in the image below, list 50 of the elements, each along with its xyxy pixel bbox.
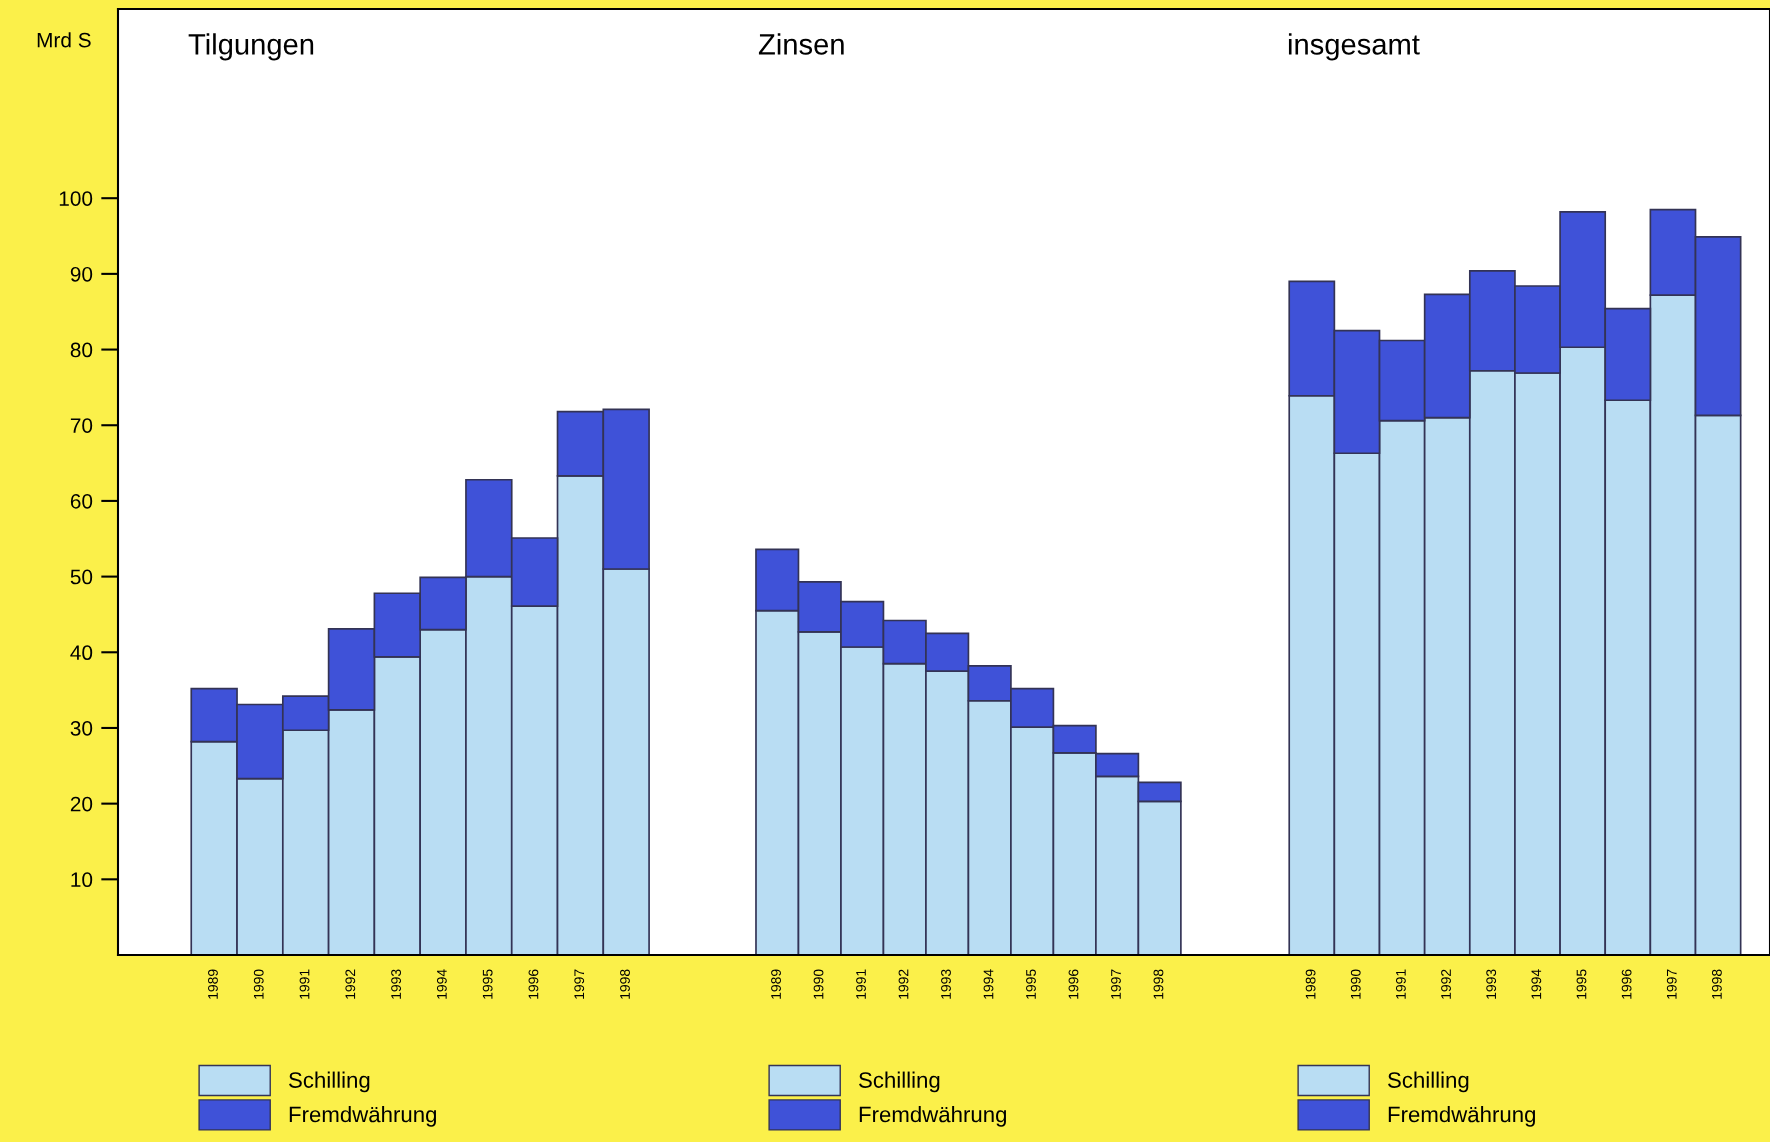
x-tick-label: 1990 — [253, 969, 264, 999]
x-tick-label: 1997 — [574, 969, 585, 999]
x-tick-label: 1998 — [620, 969, 630, 999]
y-axis-title: Mrd S — [37, 32, 91, 48]
x-tick-label: 1993 — [941, 969, 951, 999]
x-tick-label: 1991 — [299, 969, 310, 999]
x-tick-label: 1998 — [1711, 969, 1722, 999]
x-tick-label: 1992 — [1441, 969, 1451, 999]
x-tick-label: 1996 — [528, 969, 539, 999]
x-tick-label: 1992 — [898, 969, 909, 999]
y-tick-label: 80 — [70, 342, 93, 358]
y-tick-label: 60 — [70, 493, 93, 509]
legend-label: Fremdwährung — [289, 1106, 437, 1127]
y-tick-label: 90 — [70, 266, 93, 282]
x-tick-label: 1993 — [1486, 969, 1497, 999]
x-tick-label: 1998 — [1153, 969, 1164, 999]
x-tick-label: 1997 — [1111, 969, 1121, 999]
y-tick-label: 30 — [70, 720, 93, 736]
x-tick-label: 1993 — [391, 969, 402, 999]
text: Zinsen — [758, 33, 844, 55]
x-tick-label: 1989 — [208, 969, 218, 999]
x-tick-label: 1989 — [771, 969, 781, 999]
x-tick-label: 1994 — [983, 969, 994, 999]
y-tick-label: 70 — [70, 418, 93, 433]
x-tick-label: 1994 — [1531, 969, 1542, 999]
legend-label: Schilling — [859, 1071, 940, 1093]
x-tick-label: 1994 — [436, 969, 447, 999]
y-tick-label: 50 — [70, 569, 93, 585]
x-tick-label: 1991 — [1395, 969, 1406, 999]
x-tick-label: 1990 — [1350, 969, 1361, 999]
y-tick-label: 40 — [70, 645, 93, 661]
y-tick-label: 20 — [70, 796, 93, 812]
x-tick-label: 1996 — [1068, 969, 1079, 999]
x-tick-label: 1996 — [1621, 969, 1632, 999]
x-tick-label: 1997 — [1666, 969, 1677, 999]
x-tick-label: 1995 — [482, 969, 493, 999]
legend-label: Schilling — [289, 1071, 370, 1093]
legend-label: Fremdwährung — [1388, 1106, 1536, 1127]
text: Tilgungen — [188, 33, 314, 61]
x-tick-label: 1989 — [1305, 969, 1316, 999]
legend-label: Schilling — [1388, 1071, 1469, 1093]
text: insgesamt — [1288, 33, 1420, 61]
y-tick-label: 100 — [59, 191, 93, 206]
y-tick-label: 10 — [71, 872, 93, 888]
x-tick-label: 1995 — [1576, 969, 1587, 999]
legend-label: Fremdwährung — [859, 1106, 1007, 1127]
x-tick-label: 1992 — [345, 969, 356, 999]
x-tick-label: 1995 — [1026, 969, 1036, 999]
x-tick-label: 1990 — [813, 969, 824, 999]
x-tick-label: 1991 — [856, 969, 866, 999]
